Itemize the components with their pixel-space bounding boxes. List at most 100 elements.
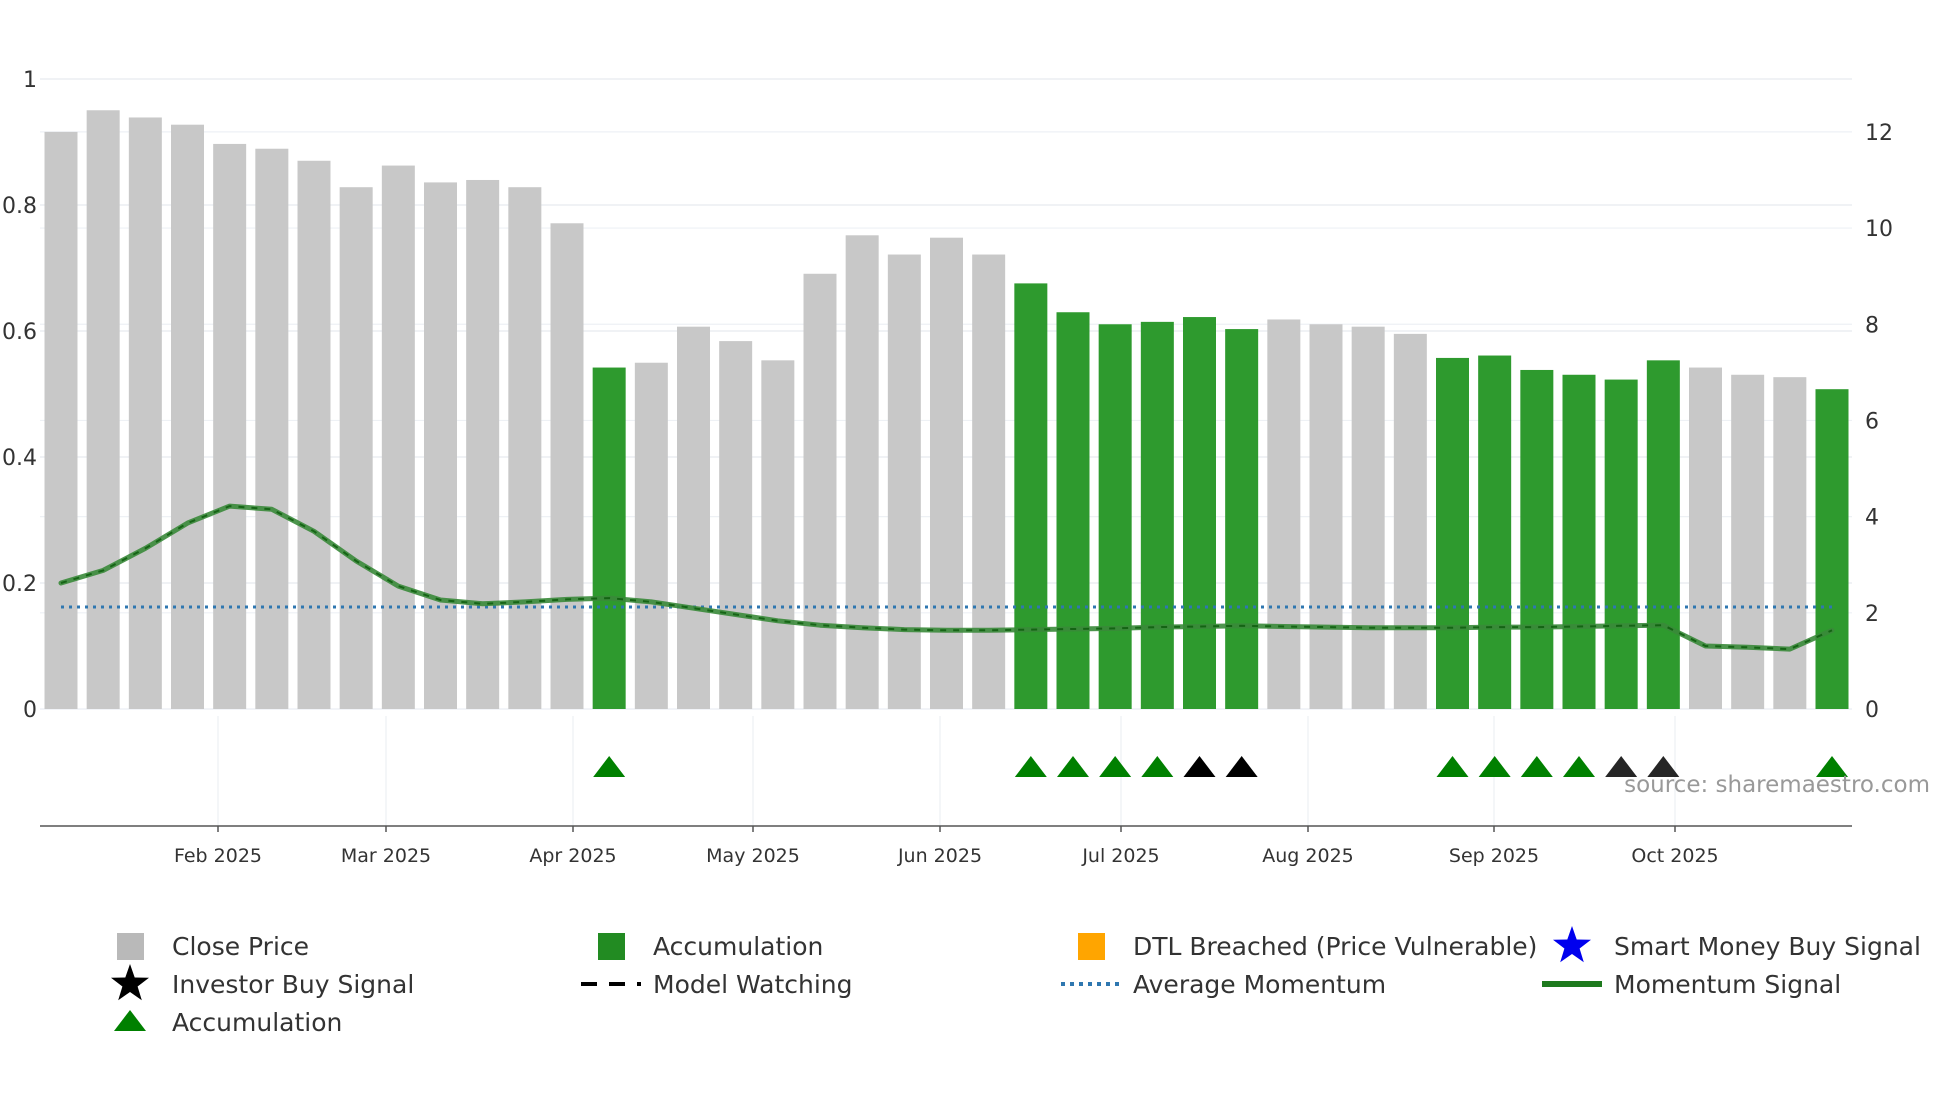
- legend-label: DTL Breached (Price Vulnerable): [1133, 932, 1537, 961]
- right-axis-tick-label: 8: [1865, 313, 1879, 338]
- signal-triangle-green: [1520, 756, 1553, 777]
- accumulation-bar: [1815, 389, 1849, 709]
- close-price-bar: [972, 254, 1006, 709]
- close-price-bar: [255, 148, 289, 710]
- close-price-bar: [677, 326, 710, 709]
- accumulation-bar: [1140, 321, 1174, 709]
- month-tick-label: Feb 2025: [174, 845, 262, 867]
- signal-triangle-green: [1099, 756, 1132, 777]
- right-axis-tick-label: 6: [1865, 409, 1879, 434]
- close-price-bar: [424, 182, 457, 709]
- close-price-bar: [887, 254, 921, 709]
- close-price-bar: [1309, 324, 1343, 709]
- legend-label: Model Watching: [653, 970, 853, 999]
- close-price-bar: [761, 360, 795, 709]
- month-tick-label: Aug 2025: [1262, 845, 1354, 867]
- close-price-bar: [381, 165, 415, 709]
- legend-star-icon: [1553, 926, 1591, 963]
- signal-triangle-green: [1057, 756, 1089, 777]
- legend-item: Model Watching: [581, 970, 853, 999]
- legend-label: Investor Buy Signal: [172, 970, 414, 999]
- close-price-bar: [297, 160, 331, 709]
- close-price-bar: [44, 131, 78, 709]
- left-axis-tick-label: 1: [23, 68, 37, 93]
- signal-triangle-black: [1225, 756, 1258, 777]
- accumulation-bar: [1562, 374, 1596, 709]
- legend-square-icon: [1078, 933, 1105, 960]
- legend-item: Average Momentum: [1061, 970, 1386, 999]
- close-price-bar: [845, 235, 879, 709]
- legend-item: Accumulation: [598, 932, 823, 961]
- close-price-bar: [339, 187, 373, 709]
- legend-item: Smart Money Buy Signal: [1553, 926, 1921, 963]
- left-axis-tick-label: 0.2: [2, 572, 37, 597]
- accumulation-bar: [1520, 369, 1554, 709]
- legend-item: Close Price: [117, 932, 309, 961]
- left-axis-tick-label: 0: [23, 698, 37, 723]
- accumulation-bar: [592, 367, 626, 709]
- legend-label: Smart Money Buy Signal: [1614, 932, 1921, 961]
- legend-item: Investor Buy Signal: [111, 964, 414, 1001]
- signal-triangle-green: [1014, 756, 1047, 777]
- month-tick-label: Jul 2025: [1081, 845, 1159, 867]
- source-label: source: sharemaestro.com: [1624, 772, 1930, 798]
- legend-square-icon: [598, 933, 625, 960]
- accumulation-bar: [1478, 355, 1512, 709]
- legend-item: Momentum Signal: [1542, 970, 1841, 999]
- left-axis-tick-label: 0.6: [2, 320, 37, 345]
- close-price-bar: [803, 273, 837, 709]
- left-axis-tick-label: 0.4: [2, 446, 37, 471]
- close-price-bar: [171, 124, 204, 710]
- legend-label: Close Price: [172, 932, 309, 961]
- close-price-bar: [1393, 333, 1427, 709]
- lines-layer: [58, 503, 1835, 652]
- legend-label: Momentum Signal: [1614, 970, 1841, 999]
- right-axis-tick-label: 4: [1865, 506, 1879, 531]
- accumulation-bar: [1014, 283, 1048, 709]
- signal-triangle-green: [1141, 756, 1174, 777]
- legend-label: Average Momentum: [1133, 970, 1386, 999]
- accumulation-bar: [1646, 360, 1680, 709]
- momentum-signal-dashes: [60, 505, 1833, 651]
- close-price-bar: [1731, 374, 1765, 709]
- legend-star-icon: [111, 964, 149, 1001]
- close-price-bar: [1689, 367, 1722, 709]
- signal-triangle-black: [1647, 756, 1680, 777]
- accumulation-bar: [1225, 329, 1259, 709]
- legend-item: DTL Breached (Price Vulnerable): [1078, 932, 1537, 961]
- month-tick-label: Oct 2025: [1631, 845, 1718, 867]
- close-price-bar: [1267, 319, 1301, 709]
- signal-triangle-black: [1183, 756, 1216, 777]
- signal-layer: [593, 756, 1848, 777]
- month-tick-label: Apr 2025: [529, 845, 616, 867]
- accumulation-bar: [1098, 324, 1132, 709]
- legend-triangle-icon: [114, 1010, 146, 1031]
- month-tick-label: May 2025: [706, 845, 800, 867]
- signal-triangle-black: [1605, 756, 1638, 777]
- left-axis-tick-label: 0.8: [2, 194, 37, 219]
- signal-triangle-green: [593, 756, 626, 777]
- close-price-bar: [213, 143, 247, 710]
- accumulation-bar: [1183, 317, 1216, 709]
- close-price-bar: [128, 117, 162, 710]
- signal-triangle-green: [1563, 756, 1595, 777]
- close-price-bar: [1351, 326, 1385, 709]
- signal-triangle-green: [1816, 756, 1848, 777]
- bars-layer: [44, 110, 1849, 710]
- close-price-bar: [466, 179, 500, 709]
- accumulation-bar: [1056, 312, 1090, 709]
- accumulation-bar: [1604, 379, 1638, 709]
- close-price-bar: [550, 223, 584, 709]
- close-price-bar: [508, 187, 542, 709]
- right-axis-tick-label: 12: [1865, 121, 1893, 146]
- legend-item: Accumulation: [114, 1008, 342, 1037]
- right-axis-tick-label: 2: [1865, 602, 1879, 627]
- signal-triangle-green: [1478, 756, 1511, 777]
- month-tick-label: Jun 2025: [897, 845, 982, 867]
- close-price-bar: [1773, 377, 1807, 709]
- accumulation-bar: [1436, 357, 1469, 709]
- legend-label: Accumulation: [653, 932, 823, 961]
